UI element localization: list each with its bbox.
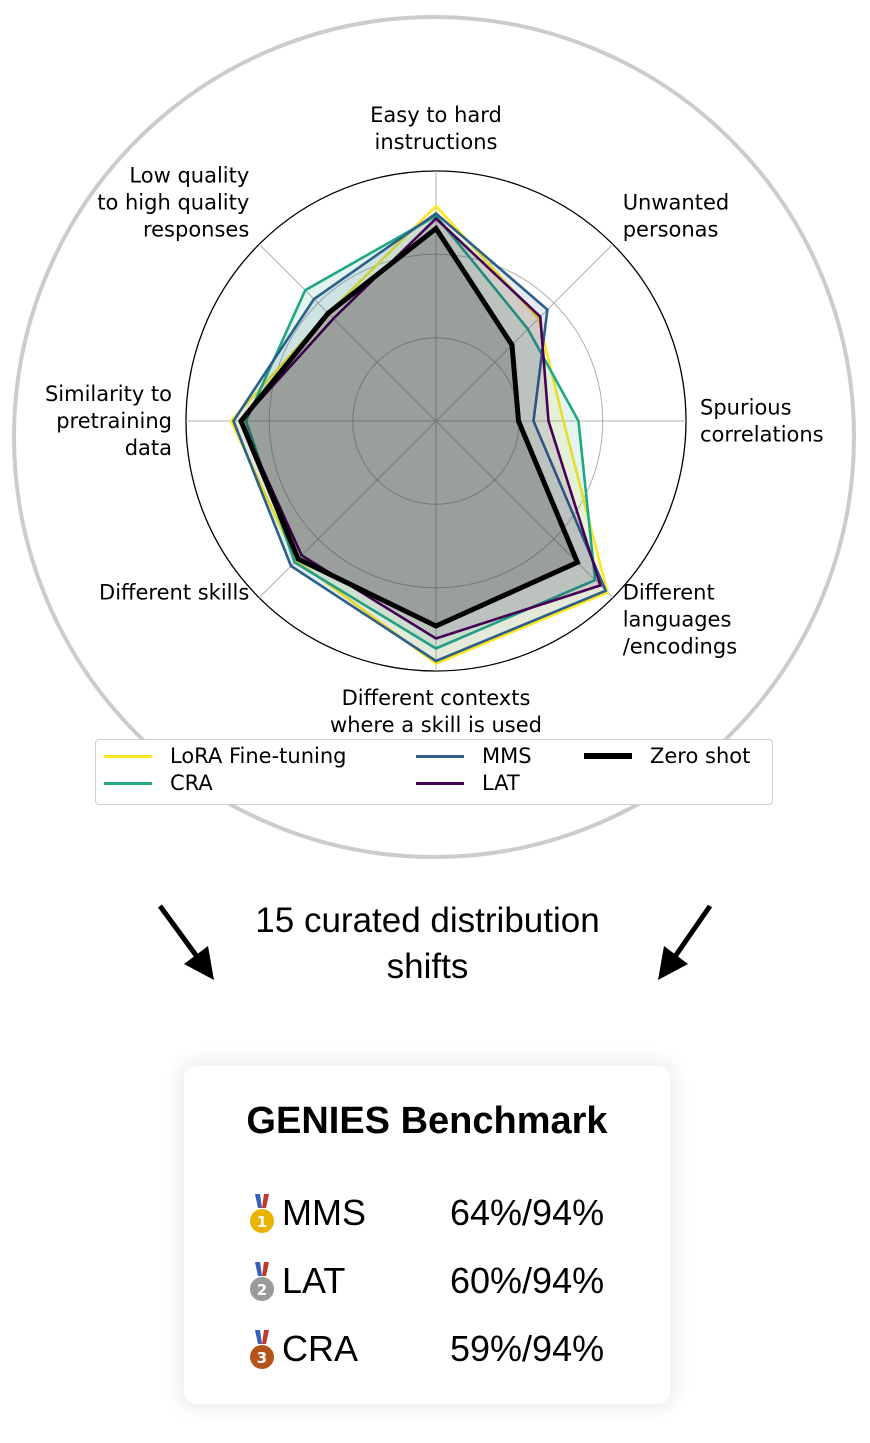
caption-line-1: 15 curated distribution: [255, 901, 600, 940]
radar-axis-label: Similarity to pretraining data: [45, 382, 172, 460]
radar-axis-label: Different languages/encodings: [623, 581, 737, 659]
benchmark-title: GENIES Benchmark: [246, 1100, 608, 1142]
radar-spoke: [435, 243, 614, 422]
benchmark-score: 64%/94%: [450, 1192, 605, 1233]
legend-label-lora: LoRA Fine-tuning: [170, 744, 347, 768]
legend-item-cra: CRA: [104, 771, 213, 795]
caption-line-2: shifts: [386, 947, 469, 986]
outer-decorative-circle: [12, 15, 856, 859]
benchmark-row: 3 CRA 59%/94%: [184, 1324, 670, 1374]
radar-spoke: [258, 420, 437, 599]
legend-label-lat: LAT: [482, 771, 520, 795]
legend-item-mms: MMS: [416, 744, 532, 768]
radar-axis-label: Different contexts where a skill is used: [330, 686, 542, 737]
radar-chart: Easy to hard instructions Unwanted personas…: [12, 15, 856, 859]
legend-item-zero-shot: Zero shot: [584, 744, 750, 768]
svg-text:1: 1: [257, 1213, 267, 1231]
benchmark-score: 59%/94%: [450, 1328, 605, 1369]
benchmark-method-name: CRA: [282, 1328, 359, 1369]
radar-axis-label: Easy to hard instructions: [370, 103, 502, 154]
legend-swatch-lora: [104, 754, 152, 758]
radar-series: [229, 204, 610, 665]
radar-spoke: [258, 243, 437, 422]
benchmark-card: GENIES Benchmark 1 MMS 64%/94% 2 LAT 60%…: [184, 1066, 670, 1404]
radar-axis-label: Spurious correlations: [700, 396, 824, 447]
right-down-arrow-icon: [658, 904, 713, 980]
legend-swatch-mms: [416, 754, 464, 758]
gold-medal-icon: 1: [250, 1194, 274, 1233]
benchmark-method-name: LAT: [282, 1260, 346, 1301]
radar-series-lat: [239, 216, 603, 640]
legend-item-lora: LoRA Fine-tuning: [104, 744, 346, 768]
bronze-medal-icon: 3: [250, 1330, 274, 1369]
radar-axis-label: Different skills: [99, 581, 249, 605]
radar-spoke: [435, 420, 614, 599]
radar-axis-label: Unwanted personas: [623, 190, 730, 241]
legend-swatch-lat: [416, 781, 464, 785]
chart-legend: LoRA Fine-tuning CRA MMS LAT Zero shot: [95, 739, 773, 805]
benchmark-row: 2 LAT 60%/94%: [184, 1256, 670, 1306]
radar-grid: [185, 170, 687, 672]
benchmark-method-name: MMS: [282, 1192, 366, 1233]
left-down-arrow-icon: [157, 904, 214, 980]
benchmark-row: 1 MMS 64%/94%: [184, 1188, 670, 1238]
radar-axis-label: Low quality to high quality responses: [97, 163, 249, 241]
distribution-shift-caption: 15 curated distribution shifts: [0, 898, 855, 990]
legend-swatch-cra: [104, 781, 152, 785]
radar-axis-labels: Easy to hard instructions Unwanted personas…: [45, 103, 824, 737]
silver-medal-icon: 2: [250, 1262, 274, 1301]
legend-label-zero-shot: Zero shot: [650, 744, 751, 768]
legend-label-cra: CRA: [170, 771, 213, 795]
radar-series-zero-shot: [238, 224, 581, 629]
svg-text:2: 2: [257, 1281, 267, 1299]
benchmark-score: 60%/94%: [450, 1260, 605, 1301]
svg-text:3: 3: [257, 1349, 267, 1367]
legend-item-lat: LAT: [416, 771, 520, 795]
legend-swatch-zero-shot: [584, 753, 632, 759]
legend-label-mms: MMS: [482, 744, 532, 768]
